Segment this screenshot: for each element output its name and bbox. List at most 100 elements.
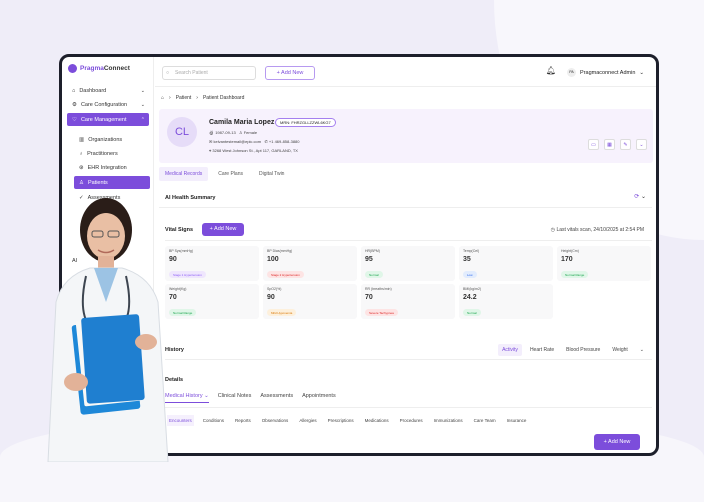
vital-value: 70 bbox=[365, 294, 373, 301]
sidebar-item-care-management[interactable]: ♡ Care Management ⌃ bbox=[67, 113, 149, 126]
integration-icon: ⊛ bbox=[79, 164, 84, 171]
vital-label: Height(Cm) bbox=[561, 249, 579, 253]
tab-allergies[interactable]: Allergies bbox=[299, 418, 317, 423]
vital-value: 170 bbox=[561, 256, 573, 263]
sidebar-item-dashboard[interactable]: ⌂ Dashboard ⌄ bbox=[72, 87, 145, 94]
edit-icon[interactable]: ✎ bbox=[620, 139, 631, 150]
sidebar-item-ehr-integration[interactable]: ⊛ EHR Integration bbox=[79, 164, 127, 171]
vital-status-badge: Normal bbox=[463, 309, 481, 316]
encounter-tabs: Encounters Conditions Reports Observations A… bbox=[167, 415, 528, 426]
add-vital-button[interactable]: + Add New bbox=[202, 223, 244, 236]
breadcrumb-patient[interactable]: Patient bbox=[175, 95, 192, 101]
vital-label: HR(BPM) bbox=[365, 249, 380, 253]
tab-activity[interactable]: Activity bbox=[498, 344, 522, 356]
chevron-down-icon: ⌄ bbox=[140, 101, 145, 108]
patient-avatar: CL bbox=[167, 117, 197, 147]
tab-reports[interactable]: Reports bbox=[235, 418, 251, 423]
tab-blood-pressure[interactable]: Blood Pressure bbox=[566, 347, 601, 353]
vital-value: 70 bbox=[169, 294, 177, 301]
doctor-illustration bbox=[47, 198, 169, 462]
vital-label: BP Sys(mmHg) bbox=[169, 249, 194, 253]
vital-label: BMI(kg/m2) bbox=[463, 287, 482, 291]
vital-value: 95 bbox=[365, 256, 373, 263]
vital-label: Weight(Kg) bbox=[169, 287, 187, 291]
tab-medical-history[interactable]: Medical History ⌄ bbox=[165, 393, 209, 403]
tab-procedures[interactable]: Procedures bbox=[399, 418, 423, 423]
heart-icon: ♡ bbox=[72, 116, 77, 123]
tab-prescriptions[interactable]: Prescriptions bbox=[327, 418, 354, 423]
video-icon[interactable]: ▭ bbox=[588, 139, 599, 150]
chevron-down-icon[interactable]: ⌄ bbox=[636, 139, 647, 150]
add-new-dropdown[interactable]: + Add New bbox=[265, 66, 315, 80]
tab-medical-records[interactable]: Medical Records bbox=[159, 167, 209, 181]
record-tabs: Medical Records Care Plans Digital Twin bbox=[159, 167, 290, 181]
settings-icon: ⚙ bbox=[72, 101, 77, 108]
tab-immunizations[interactable]: Immunizations bbox=[433, 418, 463, 423]
home-icon[interactable]: ⌂ bbox=[161, 95, 165, 101]
vital-card: BP Dias(mmHg) 100 Stage 2 Hypertension bbox=[263, 246, 357, 281]
vital-card: BP Sys(mmHg) 90 Stage 1 Hypertension bbox=[165, 246, 259, 281]
vital-value: 100 bbox=[267, 256, 279, 263]
tab-care-team[interactable]: Care Team bbox=[473, 418, 496, 423]
sidebar: PragmaConnect ⌂ Dashboard ⌄ ⚙ Care Configur… bbox=[62, 57, 154, 453]
sidebar-item-patients[interactable]: ♙ Patients bbox=[74, 176, 150, 189]
history-title: History bbox=[165, 347, 184, 353]
vital-status-badge: Normal bbox=[365, 271, 383, 278]
tab-insurance[interactable]: Insurance bbox=[506, 418, 527, 423]
last-scan: ◷ Last vitals scan, 24/10/2025 at 2:54 P… bbox=[550, 227, 644, 233]
vital-label: RR (breaths/min) bbox=[365, 287, 392, 291]
vital-status-badge: Normal Range bbox=[169, 309, 197, 316]
vital-label: BP Dias(mmHg) bbox=[267, 249, 293, 253]
vital-card: Height(Cm) 170 Normal Range bbox=[557, 246, 651, 281]
calendar-icon[interactable]: ▦ bbox=[604, 139, 615, 150]
tab-observations[interactable]: Observations bbox=[261, 418, 289, 423]
vital-value: 24.2 bbox=[463, 294, 477, 301]
sidebar-item-ai[interactable]: AI bbox=[72, 257, 78, 264]
mrn-badge: MRN: FHRZGLLZZWL6KG7 bbox=[275, 118, 336, 127]
sidebar-item-assessments[interactable]: ✓ Assessments bbox=[79, 194, 121, 201]
avatar: PA bbox=[567, 68, 577, 77]
vital-value: 35 bbox=[463, 256, 471, 263]
vital-value: 90 bbox=[169, 256, 177, 263]
vital-value: 90 bbox=[267, 294, 275, 301]
tab-conditions[interactable]: Conditions bbox=[202, 418, 225, 423]
tab-care-plans[interactable]: Care Plans bbox=[218, 171, 243, 177]
sidebar-item-organizations[interactable]: ▥ Organizations bbox=[79, 136, 123, 143]
sidebar-item-practitioners[interactable]: ♁ Practitioners bbox=[79, 150, 118, 157]
bell-icon[interactable]: 🔔︎ bbox=[545, 66, 556, 75]
vital-status-badge: Mild Hypoxemia bbox=[267, 309, 297, 316]
ai-summary-title: AI Health Summary bbox=[165, 195, 216, 201]
tab-heart-rate[interactable]: Heart Rate bbox=[529, 347, 555, 353]
vital-signs-title: Vital Signs bbox=[165, 227, 194, 233]
breadcrumb: ⌂ › Patient › Patient Dashboard bbox=[161, 95, 245, 101]
dob-gender: 🎂︎ 1987-09-13 ♙ Female bbox=[209, 130, 258, 135]
user-menu[interactable]: PA Pragmaconnect Admin ⌄ bbox=[567, 68, 644, 77]
tab-clinical-notes[interactable]: Clinical Notes bbox=[217, 393, 252, 399]
sidebar-item-care-configuration[interactable]: ⚙ Care Configuration ⌄ bbox=[72, 101, 145, 108]
vital-status-badge: Low bbox=[463, 271, 477, 278]
tab-digital-twin[interactable]: Digital Twin bbox=[258, 171, 285, 177]
vitals-grid: BP Sys(mmHg) 90 Stage 1 Hypertension BP Dia… bbox=[165, 246, 655, 319]
search-input[interactable]: Search Patient bbox=[162, 66, 256, 80]
tab-appointments[interactable]: Appointments bbox=[302, 393, 336, 399]
check-icon: ✓ bbox=[79, 194, 84, 201]
refresh-icon[interactable]: ⟳ ⌄ bbox=[634, 194, 646, 200]
tab-assessments[interactable]: Assessments bbox=[260, 393, 294, 399]
app-window: PragmaConnect ⌂ Dashboard ⌄ ⚙ Care Configur… bbox=[59, 54, 659, 456]
vital-status-badge: Normal Range bbox=[561, 271, 589, 278]
vital-card: HR(BPM) 95 Normal bbox=[361, 246, 455, 281]
contact: ✉ kelvantestemail@epic.com ✆ +1 469-858-… bbox=[209, 139, 300, 144]
chevron-down-icon[interactable]: ⌄ bbox=[639, 347, 644, 353]
tab-encounters[interactable]: Encounters bbox=[167, 415, 194, 426]
chevron-down-icon: ⌄ bbox=[140, 87, 145, 94]
add-record-button[interactable]: + Add New bbox=[594, 434, 640, 450]
main-content: Search Patient + Add New 🔔︎ PAPragmaconn… bbox=[155, 57, 656, 453]
patient-actions: ▭ ▦ ✎ ⌄ bbox=[588, 139, 647, 150]
address: ⌖ 3268 West Johnson St., Apt 117, GARLAN… bbox=[209, 148, 298, 153]
breadcrumb-current: Patient Dashboard bbox=[202, 95, 245, 101]
tab-medications[interactable]: Medications bbox=[364, 418, 389, 423]
tab-weight[interactable]: Weight bbox=[612, 347, 628, 353]
vital-card: RR (breaths/min) 70 Severe Tachypnea bbox=[361, 284, 455, 319]
vital-label: SpO2(%) bbox=[267, 287, 282, 291]
vital-card: Weight(Kg) 70 Normal Range bbox=[165, 284, 259, 319]
